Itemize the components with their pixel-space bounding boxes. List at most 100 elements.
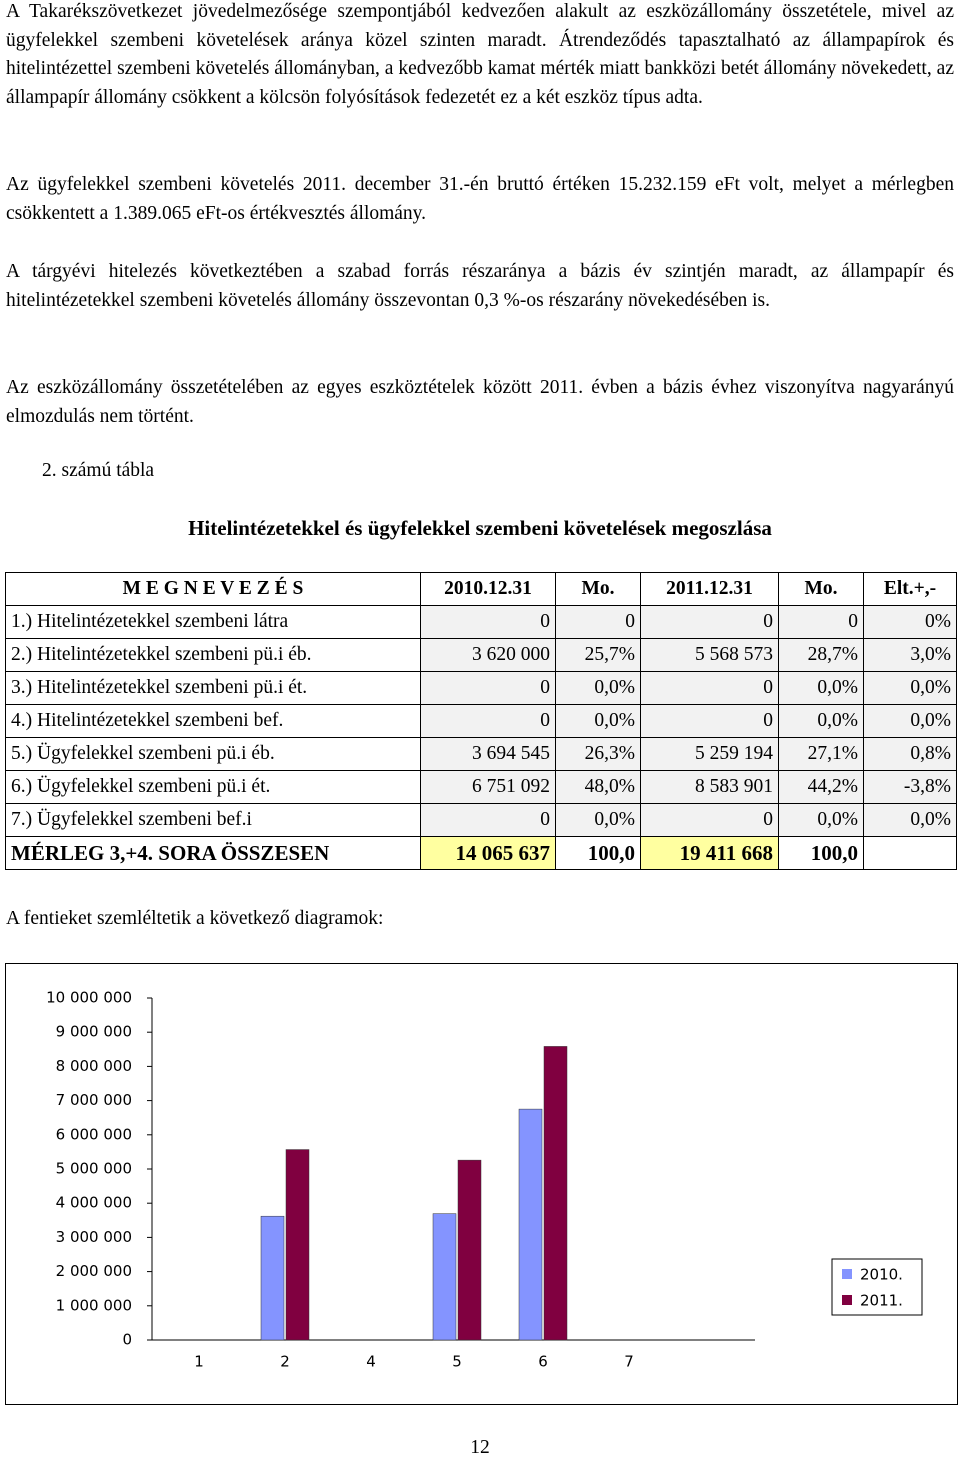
table-row: 1.) Hitelintézetekkel szembeni látra 0 0 0 0…	[5, 605, 957, 639]
bar	[518, 1108, 543, 1341]
table-cell: 0,0%	[863, 671, 957, 705]
table-cell: 19 411 668	[640, 836, 779, 870]
y-tick-label: 9 000 000	[56, 1023, 132, 1041]
y-tick-label: 6 000 000	[56, 1125, 132, 1143]
table-cell: 5 259 194	[640, 737, 779, 771]
legend-swatch	[842, 1295, 852, 1305]
table-cell: M E G N E V E Z É S	[5, 572, 421, 606]
legend-swatch	[842, 1269, 852, 1279]
table-cell: 0	[420, 704, 556, 738]
table-row: 6.) Ügyfelekkel szembeni pü.i ét. 6 751 0…	[5, 770, 957, 804]
table-cell: 100,0	[555, 836, 641, 870]
chart: 0 1 000 000 2 000 000 3 000 000 4 000 000 5 0…	[5, 963, 958, 1405]
bar	[457, 1159, 482, 1341]
y-tick-label: 3 000 000	[56, 1228, 132, 1246]
paragraph: A tárgyévi hitelezés következtében a sza…	[6, 261, 954, 311]
table-row: 3.) Hitelintézetekkel szembeni pü.i ét. 0…	[5, 671, 957, 705]
table-row: 5.) Ügyfelekkel szembeni pü.i éb. 3 694 5…	[5, 737, 957, 771]
table-cell: Mo.	[778, 572, 864, 606]
table-cell: 7.) Ügyfelekkel szembeni bef.i	[5, 803, 421, 837]
bar	[543, 1046, 568, 1341]
x-tick-label: 2	[280, 1353, 290, 1371]
table-cell: 0	[640, 803, 779, 837]
paragraph: A Takarékszövetkezet jövedelmezősége sze…	[6, 1, 954, 108]
table-cell: 0,0%	[863, 803, 957, 837]
table-cell: 2.) Hitelintézetekkel szembeni pü.i éb.	[5, 638, 421, 672]
paragraph: Az ügyfelekkel szembeni követelés 2011. …	[6, 174, 954, 224]
table-cell: 0,0%	[863, 704, 957, 738]
table-cell: 3 694 545	[420, 737, 556, 771]
table-cell: 27,1%	[778, 737, 864, 771]
table-caption: 2. számú tábla	[42, 460, 155, 481]
y-tick-label: 7 000 000	[56, 1091, 132, 1109]
table-cell: 0,0%	[778, 671, 864, 705]
table-cell: 0,0%	[778, 803, 864, 837]
chart-frame	[5, 963, 958, 1405]
y-tick-label: 5 000 000	[56, 1160, 132, 1178]
table-cell: 25,7%	[555, 638, 641, 672]
bar	[285, 1149, 310, 1341]
table-cell: 48,0%	[555, 770, 641, 804]
table-cell: 0,0%	[555, 803, 641, 837]
x-tick-label: 5	[452, 1353, 462, 1371]
table-cell: 0	[640, 671, 779, 705]
y-tick-label: 1 000 000	[56, 1296, 132, 1314]
table-cell: 6.) Ügyfelekkel szembeni pü.i ét.	[5, 770, 421, 804]
table-cell: Elt.+,-	[863, 572, 957, 606]
x-tick-label: 7	[624, 1353, 634, 1371]
table-row: 7.) Ügyfelekkel szembeni bef.i 0 0,0% 0 0,0%…	[5, 803, 957, 837]
table-cell: 0	[778, 605, 864, 639]
table-row: 2.) Hitelintézetekkel szembeni pü.i éb. 3…	[5, 638, 957, 672]
table-cell: 0	[420, 671, 556, 705]
chart-intro: A fentieket szemléltetik a következő dia…	[6, 908, 384, 929]
table-cell: 0	[640, 605, 779, 639]
bar	[432, 1213, 457, 1341]
table-cell: 0,0%	[555, 704, 641, 738]
table-title: Hitelintézetekkel és ügyfelekkel szemben…	[188, 516, 772, 540]
y-tick-label: 8 000 000	[56, 1057, 132, 1075]
table-cell: 0,0%	[555, 671, 641, 705]
table-cell: 0,8%	[863, 737, 957, 771]
y-tick-label: 0	[122, 1331, 132, 1349]
bar	[260, 1215, 285, 1341]
table-row: MÉRLEG 3,+4. SORA ÖSSZESEN 14 065 637 100,…	[5, 836, 957, 870]
table-cell: 0	[640, 704, 779, 738]
table-cell: 3 620 000	[420, 638, 556, 672]
table-cell: 44,2%	[778, 770, 864, 804]
table-cell: 4.) Hitelintézetekkel szembeni bef.	[5, 704, 421, 738]
table-cell: 6 751 092	[420, 770, 556, 804]
table-cell: 26,3%	[555, 737, 641, 771]
legend-label: 2011.	[860, 1292, 903, 1310]
table-cell: 2011.12.31	[640, 572, 779, 606]
table-cell: 1.) Hitelintézetekkel szembeni látra	[5, 605, 421, 639]
y-tick-label: 4 000 000	[56, 1194, 132, 1212]
table-cell: 8 583 901	[640, 770, 779, 804]
table-cell: 28,7%	[778, 638, 864, 672]
table-cell: 5.) Ügyfelekkel szembeni pü.i éb.	[5, 737, 421, 771]
table-cell: 0	[420, 803, 556, 837]
y-tick-label: 2 000 000	[56, 1262, 132, 1280]
table-cell: 3.) Hitelintézetekkel szembeni pü.i ét.	[5, 671, 421, 705]
table-cell: 5 568 573	[640, 638, 779, 672]
table-cell: 3,0%	[863, 638, 957, 672]
table-cell: 2010.12.31	[420, 572, 556, 606]
table-cell: 0	[555, 605, 641, 639]
page-number: 12	[470, 1437, 490, 1458]
x-tick-label: 4	[366, 1353, 376, 1371]
table-cell: 0%	[863, 605, 957, 639]
table-cell: -3,8%	[863, 770, 957, 804]
table-cell: 14 065 637	[420, 836, 556, 870]
table-cell: 0	[420, 605, 556, 639]
table-cell: 0,0%	[778, 704, 864, 738]
paragraph: Az eszközállomány összetételében az egye…	[6, 377, 954, 427]
x-tick-label: 6	[538, 1353, 548, 1371]
y-tick-label: 10 000 000	[46, 989, 132, 1007]
table-row: 4.) Hitelintézetekkel szembeni bef. 0 0,0%…	[5, 704, 957, 738]
legend-label: 2010.	[860, 1266, 903, 1284]
table: M E G N E V E Z É S 2010.12.31 Mo. 2011.12.…	[5, 572, 957, 870]
x-tick-label: 1	[194, 1353, 204, 1371]
table-cell: Mo.	[555, 572, 641, 606]
table-cell	[863, 836, 957, 870]
table-cell: MÉRLEG 3,+4. SORA ÖSSZESEN	[5, 836, 421, 870]
